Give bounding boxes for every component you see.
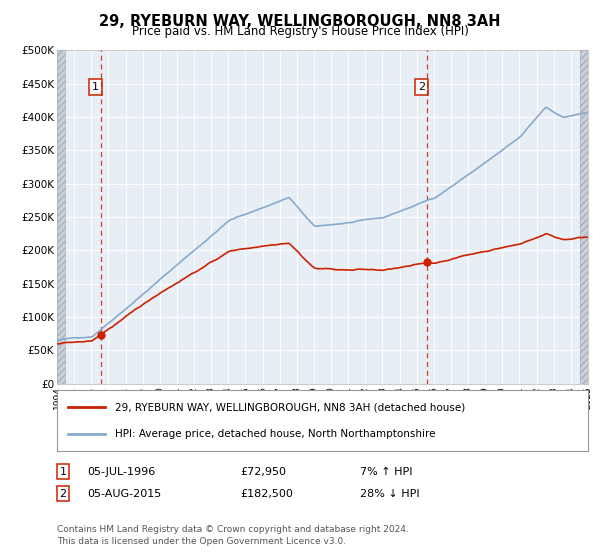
Text: £72,950: £72,950	[240, 466, 286, 477]
Bar	[580, 50, 588, 384]
Text: Price paid vs. HM Land Registry's House Price Index (HPI): Price paid vs. HM Land Registry's House …	[131, 25, 469, 38]
Text: 05-AUG-2015: 05-AUG-2015	[87, 489, 161, 499]
Text: 29, RYEBURN WAY, WELLINGBOROUGH, NN8 3AH (detached house): 29, RYEBURN WAY, WELLINGBOROUGH, NN8 3AH…	[115, 402, 466, 412]
Text: 28% ↓ HPI: 28% ↓ HPI	[360, 489, 419, 499]
Text: HPI: Average price, detached house, North Northamptonshire: HPI: Average price, detached house, Nort…	[115, 429, 436, 439]
Text: 1: 1	[59, 466, 67, 477]
Bar	[57, 50, 65, 384]
Text: 2: 2	[59, 489, 67, 499]
Text: 29, RYEBURN WAY, WELLINGBOROUGH, NN8 3AH: 29, RYEBURN WAY, WELLINGBOROUGH, NN8 3AH	[99, 14, 501, 29]
Text: £182,500: £182,500	[240, 489, 293, 499]
Bar	[580, 50, 588, 384]
Text: 1: 1	[92, 82, 99, 92]
Text: Contains HM Land Registry data © Crown copyright and database right 2024.
This d: Contains HM Land Registry data © Crown c…	[57, 525, 409, 546]
Text: 7% ↑ HPI: 7% ↑ HPI	[360, 466, 413, 477]
Bar	[57, 50, 65, 384]
Text: 05-JUL-1996: 05-JUL-1996	[87, 466, 155, 477]
Text: 2: 2	[418, 82, 425, 92]
